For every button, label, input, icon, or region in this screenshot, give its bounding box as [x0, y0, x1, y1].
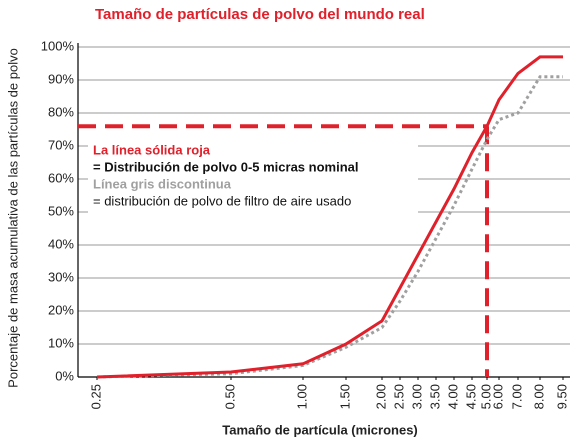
x-tick-label: 1.50 — [337, 384, 352, 409]
x-tick-label: 6.00 — [490, 384, 505, 409]
x-tick-label: 0.50 — [222, 384, 237, 409]
y-tick-label: 100% — [41, 38, 75, 53]
x-axis-label: Tamaño de partícula (micrones) — [222, 422, 418, 437]
y-tick-label: 20% — [48, 302, 74, 317]
x-tick-label: 2.50 — [391, 384, 406, 409]
y-tick-label: 50% — [48, 203, 74, 218]
y-tick-label: 10% — [48, 335, 74, 350]
x-tick-label: 4.00 — [445, 384, 460, 409]
data-line — [96, 55, 563, 379]
y-tick-label: 40% — [48, 236, 74, 251]
data-line — [96, 75, 563, 379]
x-tick-label: 4.50 — [463, 384, 478, 409]
y-tick-label: 70% — [48, 137, 74, 152]
annotation: = distribución de polvo de filtro de air… — [93, 193, 351, 208]
x-tick-label: 3.00 — [409, 384, 424, 409]
y-tick-label: 30% — [48, 269, 74, 284]
legend-entry: La línea sólida roja — [93, 142, 211, 157]
x-tick-label: 2.00 — [373, 384, 388, 409]
y-tick-label: 90% — [48, 71, 74, 86]
x-tick-label: 9.50 — [554, 384, 569, 409]
y-tick-label: 0% — [55, 368, 74, 383]
y-tick-label: 60% — [48, 170, 74, 185]
x-tick-label: 7.00 — [509, 384, 524, 409]
y-axis-label: Porcentaje de masa acumulativa de las pa… — [5, 48, 20, 388]
chart-title: Tamaño de partículas de polvo del mundo … — [95, 6, 425, 23]
y-tick-label: 80% — [48, 104, 74, 119]
x-tick-label: 8.00 — [531, 384, 546, 409]
annotation-box — [88, 138, 418, 216]
x-tick-label: 3.50 — [427, 384, 442, 409]
legend-entry: Línea gris discontinua — [93, 176, 232, 191]
annotation: = Distribución de polvo 0-5 micras nomin… — [93, 159, 358, 174]
x-tick-label: 1.00 — [294, 384, 309, 409]
x-tick-label: 5.00 — [478, 384, 493, 409]
x-tick-label: 0.25 — [88, 384, 103, 409]
